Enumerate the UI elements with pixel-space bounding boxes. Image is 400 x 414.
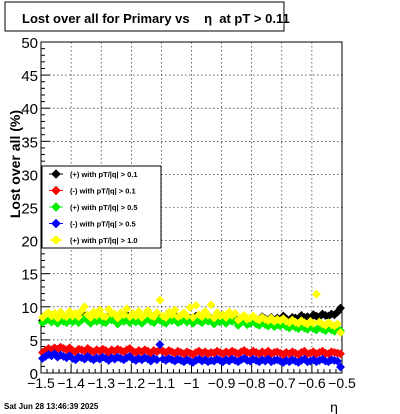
y-axis: 0 5 10 15 20 25 30 35 40 45 50 xyxy=(21,35,50,383)
y-tick-label: 25 xyxy=(21,201,38,218)
y-tick-label: 30 xyxy=(21,167,38,184)
legend-label: (-) with pT/|q| > 0.1 xyxy=(70,187,136,196)
data-point xyxy=(206,300,216,310)
data-point xyxy=(122,304,132,314)
data-point xyxy=(332,319,343,329)
x-tick-label: −1 xyxy=(184,375,200,391)
data-point xyxy=(155,339,165,350)
title-box xyxy=(4,1,285,32)
timestamp: Sat Jun 28 13:46:39 2025 xyxy=(4,402,99,411)
x-axis: −1.5 −1.4 −1.3 −1.2 −1.1 −1 −0.9 −0.8 −0.7 −0.6 −0… xyxy=(27,364,356,391)
y-tick-label: 10 xyxy=(21,300,38,317)
y-tick-label: 20 xyxy=(21,234,38,251)
legend: (+) with pT/|q| > 0.1 (-) with pT/|q| > 0… xyxy=(49,169,138,245)
y-tick-label: 5 xyxy=(30,333,38,350)
data-point xyxy=(335,362,346,372)
x-axis-label: η xyxy=(330,399,338,414)
data-point xyxy=(230,308,240,318)
y-tick-label: 45 xyxy=(21,68,38,85)
data-point xyxy=(134,306,144,316)
x-tick-label: −0.6 xyxy=(298,375,326,391)
x-tick-label: −1.5 xyxy=(27,375,55,391)
data-point xyxy=(182,311,192,321)
legend-label: (+) with pT/|q| > 1.0 xyxy=(70,236,138,245)
data-point xyxy=(335,303,346,313)
chart-title: Lost over all for Primary vs η at pT > 0… xyxy=(22,11,290,26)
data-point xyxy=(101,312,111,322)
y-tick-label: 15 xyxy=(21,267,38,284)
y-axis-label: Lost over all (%) xyxy=(7,110,23,218)
data-point xyxy=(335,328,346,338)
series-2 xyxy=(37,342,346,360)
x-tick-label: −0.8 xyxy=(238,375,266,391)
legend-label: (+) with pT/|q| > 0.5 xyxy=(70,203,138,212)
legend-marker xyxy=(51,202,61,212)
data-point xyxy=(191,300,201,311)
x-tick-label: −1.2 xyxy=(117,375,145,391)
legend-marker xyxy=(51,218,61,229)
legend-marker xyxy=(51,235,61,245)
data-point xyxy=(152,308,162,318)
data-points xyxy=(37,289,346,372)
y-tick-label: 35 xyxy=(21,134,38,151)
data-point xyxy=(155,295,165,305)
series-4 xyxy=(37,339,346,372)
data-point xyxy=(95,305,105,315)
y-tick-label: 0 xyxy=(30,366,38,383)
data-point xyxy=(80,302,90,312)
legend-label: (-) with pT/|q| > 0.5 xyxy=(70,220,136,229)
data-point xyxy=(335,349,346,359)
y-tick-label: 40 xyxy=(21,101,38,118)
data-point xyxy=(74,312,84,322)
x-tick-label: −0.7 xyxy=(268,375,296,391)
x-tick-label: −0.5 xyxy=(328,375,356,391)
data-point xyxy=(311,289,321,299)
series-5 xyxy=(37,289,346,338)
legend-marker xyxy=(51,169,61,179)
legend-marker xyxy=(51,185,61,196)
legend-label: (+) with pT/|q| > 0.1 xyxy=(70,170,138,179)
y-tick-label: 50 xyxy=(21,35,38,52)
x-tick-label: −1.3 xyxy=(87,375,115,391)
x-tick-label: −1.1 xyxy=(148,375,176,391)
data-point xyxy=(332,356,343,366)
data-point xyxy=(170,305,180,315)
x-tick-label: −1.4 xyxy=(57,375,85,391)
x-tick-label: −0.9 xyxy=(208,375,236,391)
